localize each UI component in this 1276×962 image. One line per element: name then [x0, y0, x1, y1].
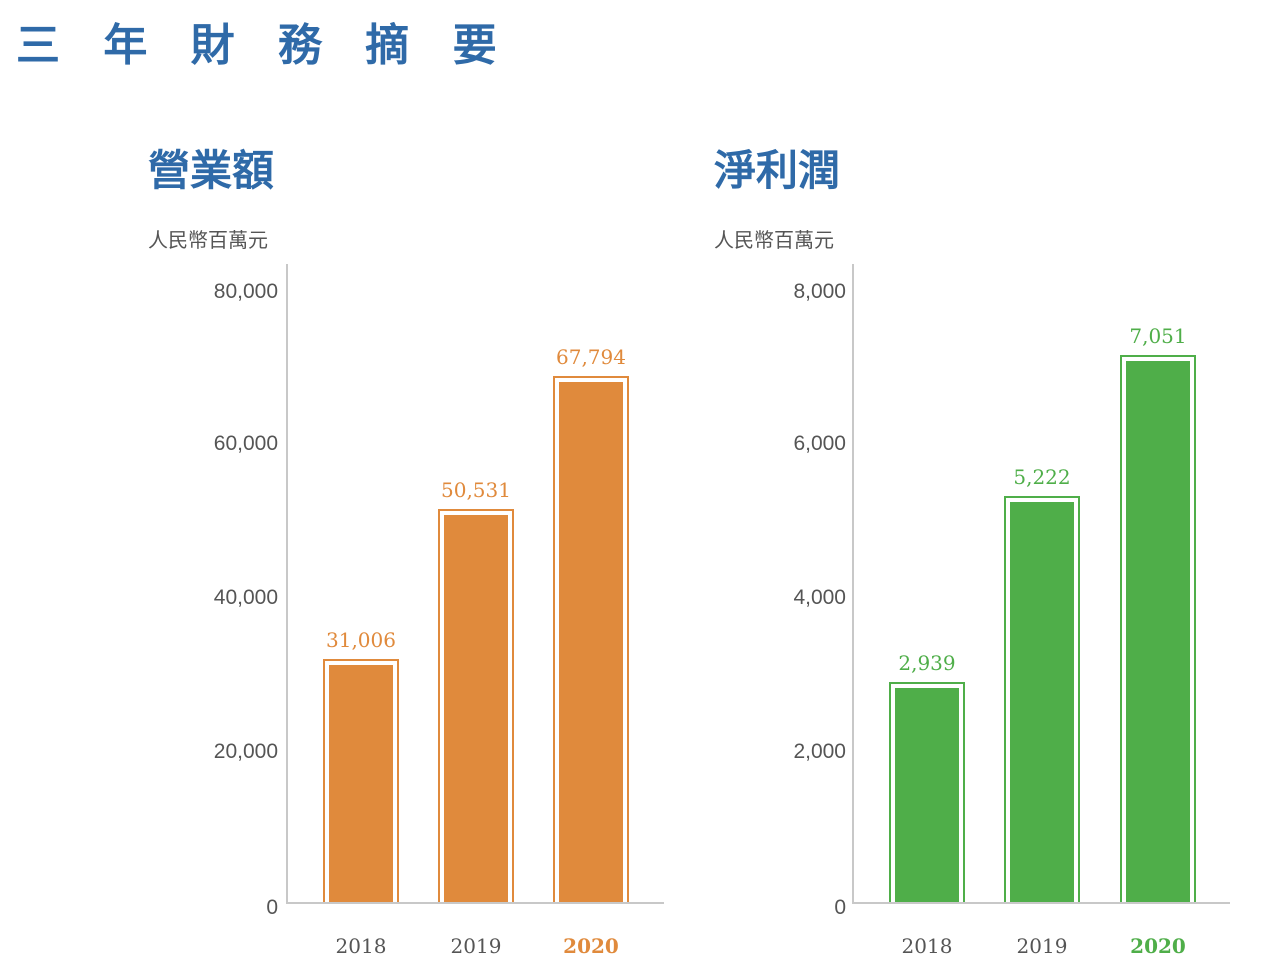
bar-2019 [444, 515, 508, 902]
unit-label: 人民幣百萬元 [148, 228, 268, 252]
unit-label: 人民幣百萬元 [714, 228, 834, 252]
bar-outline [323, 659, 399, 902]
value-label: 7,051 [1129, 324, 1187, 348]
x-tick-highlight: 2020 [563, 934, 619, 958]
y-tick: 6,000 [793, 432, 846, 455]
x-tick: 2018 [335, 934, 387, 958]
chart-title: 營業額 [148, 146, 275, 195]
bar-2018 [329, 665, 393, 902]
bar-outline [553, 376, 629, 902]
x-tick-highlight: 2020 [1130, 934, 1186, 958]
bar-outline [438, 509, 514, 902]
value-label: 31,006 [326, 628, 396, 652]
y-tick: 4,000 [793, 586, 846, 609]
bar-2020 [1126, 361, 1190, 902]
value-label: 5,222 [1013, 465, 1071, 489]
bar-2019 [1010, 502, 1074, 902]
bar-2020 [559, 382, 623, 902]
y-tick: 2,000 [793, 740, 846, 763]
y-tick: 8,000 [793, 280, 846, 303]
page-title: 三 年 財 務 摘 要 [16, 20, 511, 71]
y-tick: 80,000 [213, 280, 278, 303]
value-label: 67,794 [556, 345, 626, 369]
x-tick: 2019 [450, 934, 502, 958]
bar-2018 [895, 688, 959, 902]
bar-outline [889, 682, 965, 902]
y-tick: 20,000 [213, 740, 278, 763]
bar-outline [1120, 355, 1196, 902]
y-tick: 60,000 [213, 432, 278, 455]
y-axis [852, 264, 854, 904]
chart-title: 淨利潤 [714, 146, 841, 195]
y-tick: 40,000 [213, 586, 278, 609]
y-tick: 0 [266, 896, 278, 919]
y-tick: 0 [834, 896, 846, 919]
x-tick: 2019 [1016, 934, 1068, 958]
bar-outline [1004, 496, 1080, 902]
value-label: 2,939 [898, 651, 956, 675]
value-label: 50,531 [441, 478, 511, 502]
x-tick: 2018 [901, 934, 953, 958]
x-axis [852, 902, 1230, 904]
y-axis [286, 264, 288, 904]
x-axis [286, 902, 664, 904]
